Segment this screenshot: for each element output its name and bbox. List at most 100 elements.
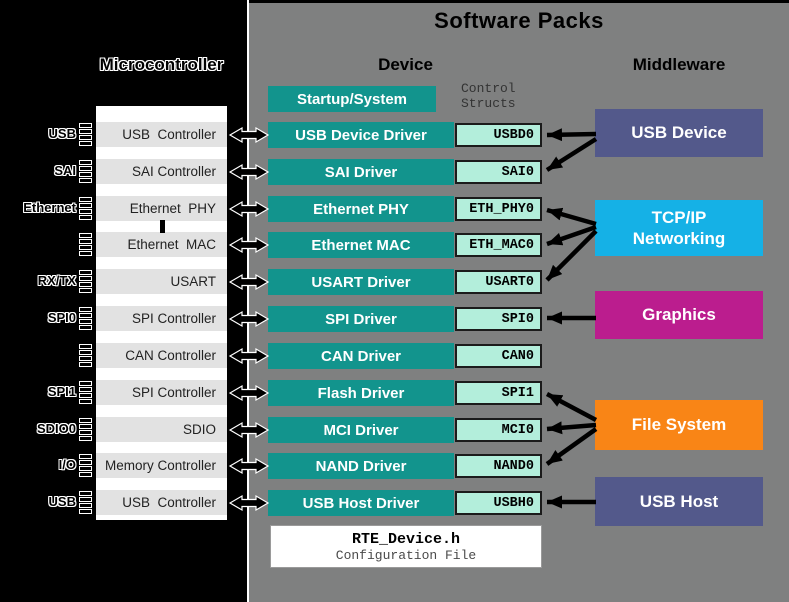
chip-pin (79, 381, 92, 386)
chip-pin (79, 503, 92, 508)
chip-pin (79, 418, 92, 423)
middleware-graphics: Graphics (595, 291, 763, 339)
struct-can0: CAN0 (455, 344, 542, 368)
chip-pin (79, 319, 92, 324)
driver-ethernet-mac: Ethernet MAC (268, 232, 454, 258)
chip-row-ethernet-mac: Ethernet MAC (96, 232, 227, 257)
struct-eth-mac0: ETH_MAC0 (455, 233, 542, 257)
chip-pin (79, 436, 92, 441)
chip-pins (79, 307, 93, 331)
chip-pin (79, 344, 92, 349)
chip-pins (79, 123, 93, 147)
ethernet-phy-mac-link (160, 220, 165, 233)
chip-row-usb-controller-1: USB Controller (96, 122, 227, 147)
struct-usbd0: USBD0 (455, 123, 542, 147)
chip-pin (79, 325, 92, 330)
chip-pin (79, 307, 92, 312)
chip-pin (79, 399, 92, 404)
chip-pin (79, 239, 92, 244)
chip-pin (79, 460, 92, 465)
microcontroller-chip: USB Controller SAI Controller Ethernet P… (93, 103, 230, 523)
microcontroller-header: Microcontroller (99, 55, 224, 74)
struct-eth-phy0: ETH_PHY0 (455, 197, 542, 221)
chip-pin (79, 209, 92, 214)
chip-pin (79, 424, 92, 429)
chip-pin (79, 123, 92, 128)
chip-pin (79, 233, 92, 238)
chip-pin (79, 466, 92, 471)
chip-pin (79, 387, 92, 392)
struct-nand0: NAND0 (455, 454, 542, 478)
chip-row-usart: USART (96, 269, 227, 294)
middleware-tcpip-networking: TCP/IP Networking (595, 200, 763, 256)
chip-pins (79, 381, 93, 405)
chip-pin (79, 215, 92, 220)
chip-pin (79, 270, 92, 275)
driver-nand: NAND Driver (268, 453, 454, 479)
chip-pin (79, 172, 92, 177)
chip-pin (79, 282, 92, 287)
diagram-title: Software Packs (434, 8, 604, 33)
chip-pins (79, 197, 93, 221)
driver-mci: MCI Driver (268, 417, 454, 443)
chip-pin (79, 197, 92, 202)
panel-divider (247, 0, 249, 602)
peripheral-label: Ethernet MAC (127, 237, 216, 252)
chip-pin (79, 356, 92, 361)
device-header: Device (378, 55, 433, 74)
chip-pins (79, 344, 93, 368)
chip-row-can-controller: CAN Controller (96, 343, 227, 368)
chip-row-sai-controller: SAI Controller (96, 159, 227, 184)
chip-pins (79, 454, 93, 478)
pin-label-usb-1: USB (48, 126, 76, 141)
chip-pin (79, 245, 92, 250)
chip-pins (79, 491, 93, 515)
driver-usart: USART Driver (268, 269, 454, 295)
struct-spi0: SPI0 (455, 307, 542, 331)
pin-label-sdio0: SDIO0 (36, 421, 76, 436)
chip-pin (79, 350, 92, 355)
chip-pins (79, 418, 93, 442)
chip-pin (79, 497, 92, 502)
chip-pin (79, 472, 92, 477)
chip-row-sdio: SDIO (96, 417, 227, 442)
middleware-usb-host: USB Host (595, 477, 763, 526)
driver-can: CAN Driver (268, 343, 454, 369)
peripheral-label: CAN Controller (125, 348, 216, 363)
chip-pin (79, 251, 92, 256)
struct-mci0: MCI0 (455, 418, 542, 442)
chip-pin (79, 491, 92, 496)
chip-pin (79, 454, 92, 459)
pin-label-sai: SAI (54, 163, 76, 178)
driver-usb-host: USB Host Driver (268, 490, 454, 516)
chip-row-spi-controller-0: SPI Controller (96, 306, 227, 331)
chip-pin (79, 129, 92, 134)
middleware-file-system: File System (595, 400, 763, 450)
rte-device-box: RTE_Device.h Configuration File (270, 525, 542, 568)
chip-row-usb-controller-2: USB Controller (96, 490, 227, 515)
pin-label-spi0: SPI0 (47, 310, 76, 325)
peripheral-label: Memory Controller (104, 458, 216, 473)
driver-spi: SPI Driver (268, 306, 454, 332)
control-structs-heading: Control Structs (461, 81, 516, 111)
chip-pin (79, 288, 92, 293)
pin-label-usb-2: USB (48, 494, 76, 509)
rte-subtitle: Configuration File (335, 547, 477, 563)
chip-pins (79, 270, 93, 294)
chip-pin (79, 178, 92, 183)
chip-pin (79, 141, 92, 146)
driver-usb-device: USB Device Driver (268, 122, 454, 148)
middleware-usb-device: USB Device (595, 109, 763, 157)
driver-sai: SAI Driver (268, 159, 454, 185)
chip-pin (79, 362, 92, 367)
rte-filename: RTE_Device.h (351, 530, 461, 548)
struct-sai0: SAI0 (455, 160, 542, 184)
middleware-header: Middleware (632, 55, 726, 74)
driver-ethernet-phy: Ethernet PHY (268, 196, 454, 222)
pin-label-rxtx: RX/TX (37, 273, 76, 288)
chip-row-spi-controller-1: SPI Controller (96, 380, 227, 405)
peripheral-label: USART (170, 274, 216, 289)
chip-pin (79, 160, 92, 165)
peripheral-label: SPI Controller (131, 385, 216, 400)
chip-row-memory-controller: Memory Controller (96, 453, 227, 478)
